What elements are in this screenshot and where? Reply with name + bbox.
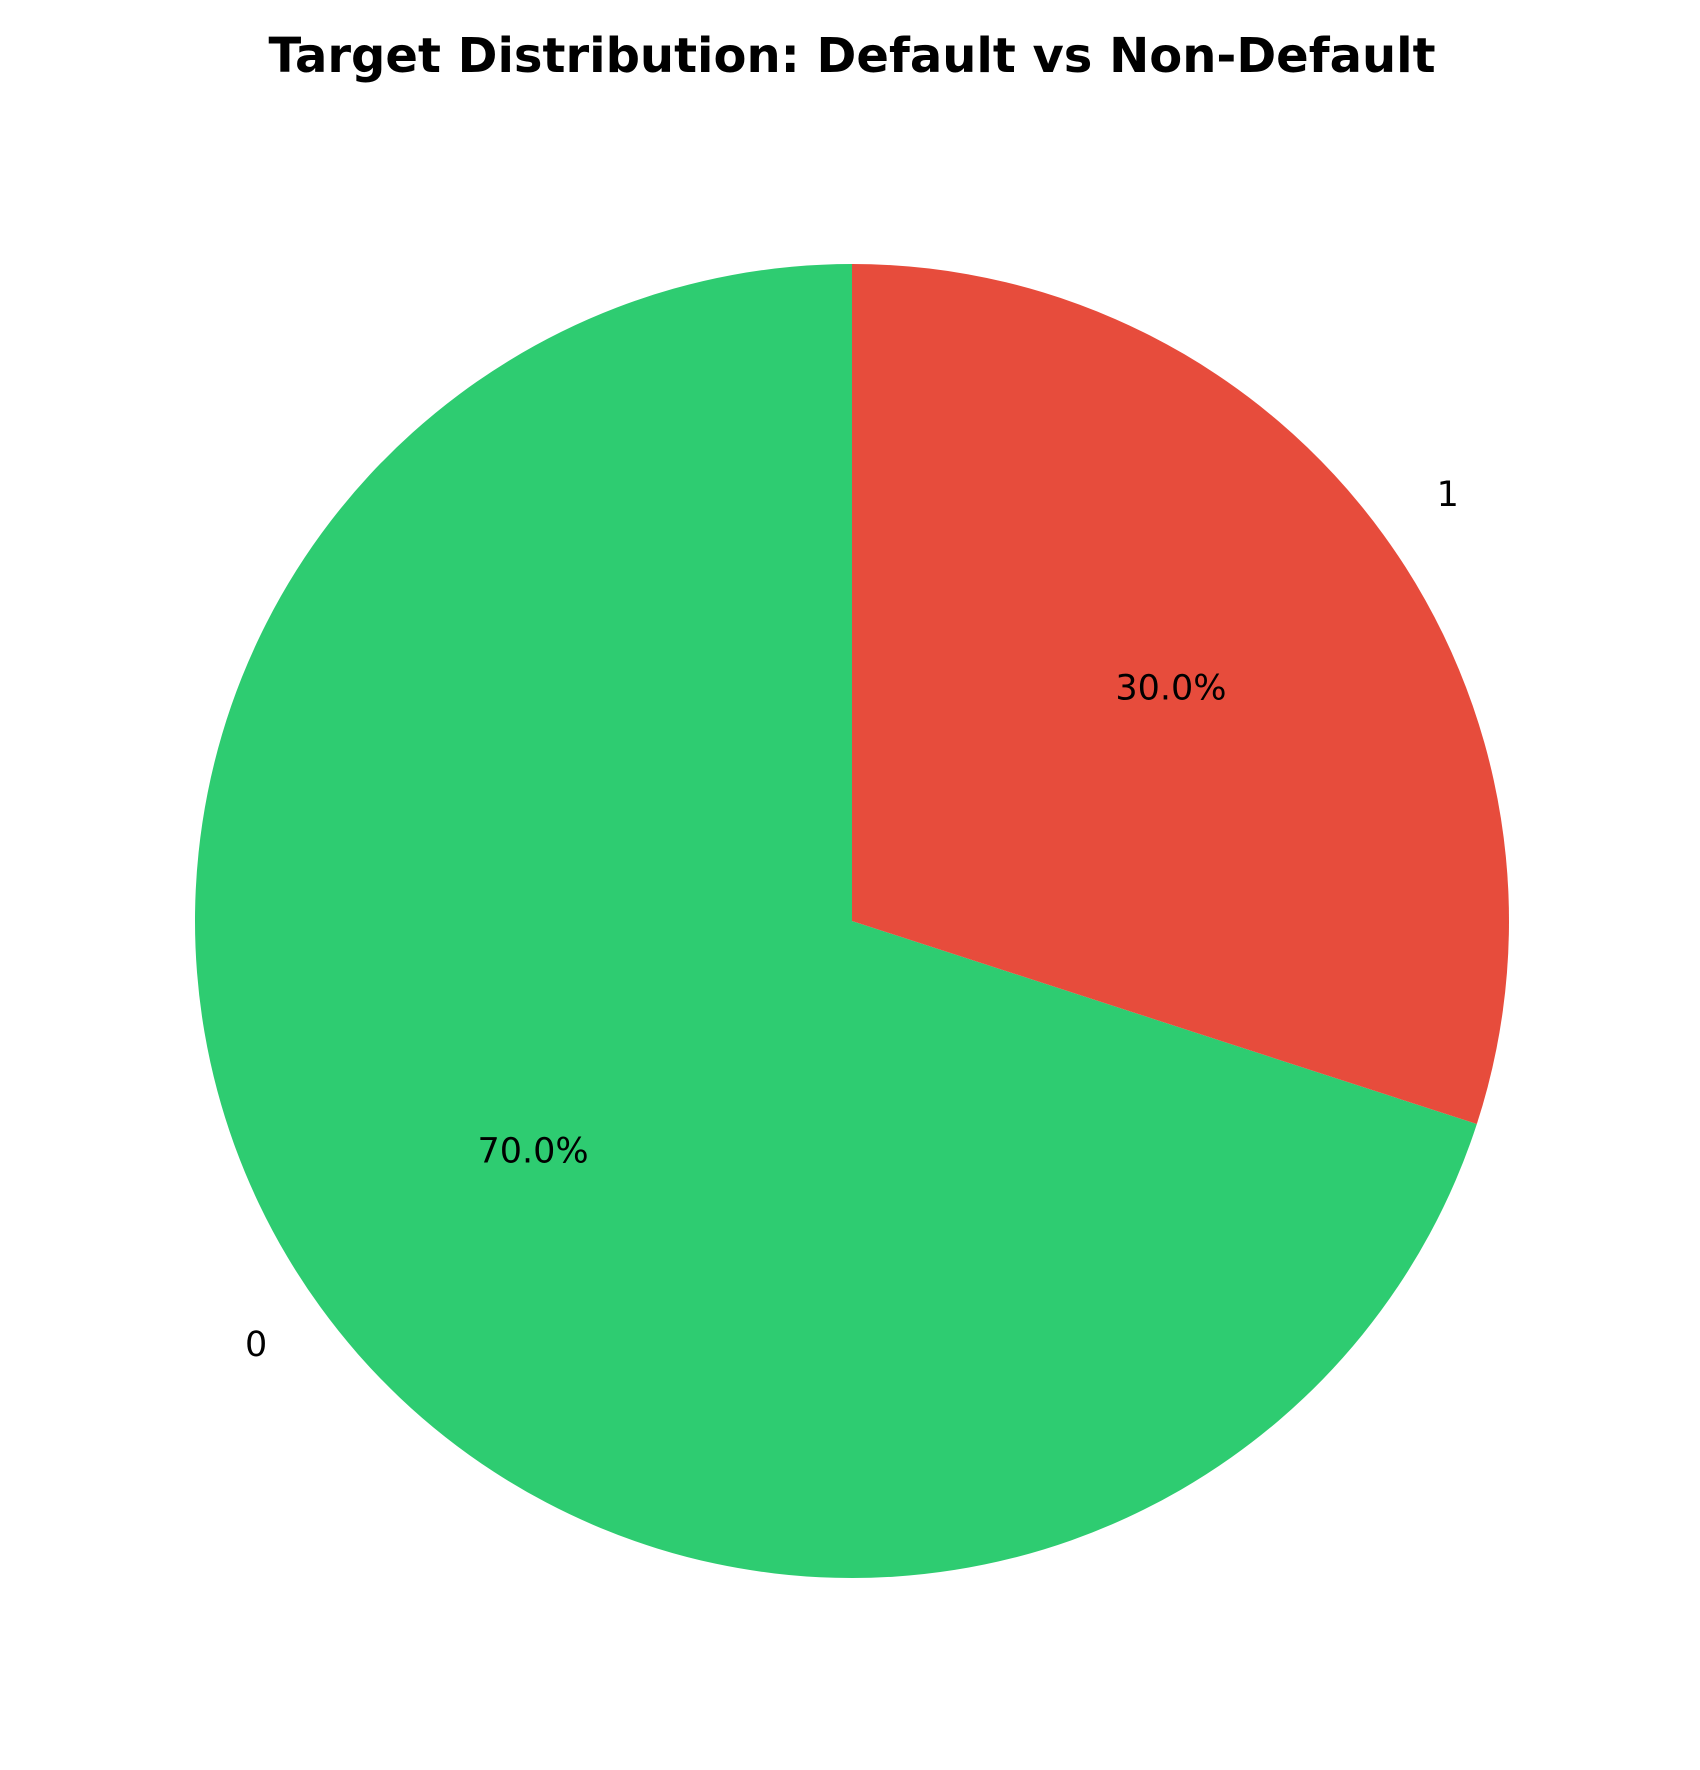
pie-labels: 0 70.0% 1 30.0% [245,475,1459,1365]
pie-slice-1 [852,264,1510,1125]
slice-percent-label: 30.0% [1115,668,1226,708]
pie-slices [195,264,1510,1579]
pie-slice-0 [195,264,1477,1579]
slice-category-label: 1 [1437,475,1459,515]
slice-category-label: 0 [245,1325,267,1365]
chart-title: Target Distribution: Default vs Non-Defa… [268,28,1435,84]
slice-percent-label: 70.0% [477,1132,588,1172]
